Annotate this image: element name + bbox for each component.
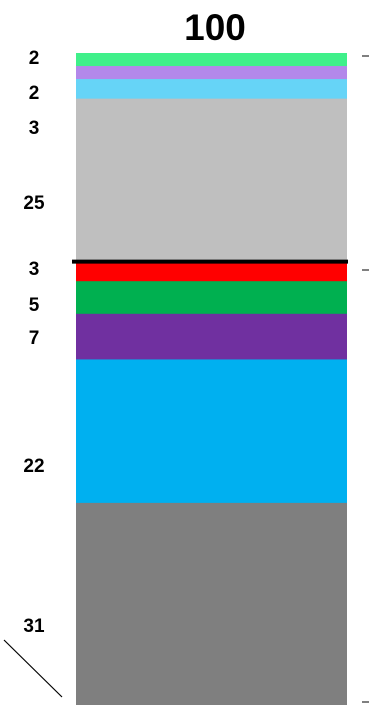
segment-label-4: 25 (23, 193, 45, 214)
bar-segment-9 (76, 502, 347, 705)
segment-label-5: 3 (29, 259, 40, 280)
callout-line (3, 639, 63, 698)
bar-segments (76, 53, 347, 705)
bar-segment-1 (76, 53, 347, 67)
chart-title: 100 (184, 7, 246, 48)
bar-segment-5 (76, 261, 347, 282)
segment-label-9: 31 (23, 616, 45, 637)
segment-label-6: 5 (29, 295, 40, 316)
bar-segment-8 (76, 359, 347, 504)
bar-segment-2 (76, 66, 347, 80)
right-ticks (362, 55, 369, 703)
bar-segment-7 (76, 313, 347, 360)
segment-label-2: 2 (29, 83, 40, 104)
segment-label-3: 3 (29, 118, 40, 139)
bar-segment-4 (76, 98, 347, 263)
segment-label-7: 7 (29, 328, 40, 349)
segment-label-8: 22 (23, 456, 44, 477)
bar-segment-3 (76, 79, 347, 100)
bar-segment-6 (76, 281, 347, 315)
segment-label-1: 2 (29, 48, 40, 69)
